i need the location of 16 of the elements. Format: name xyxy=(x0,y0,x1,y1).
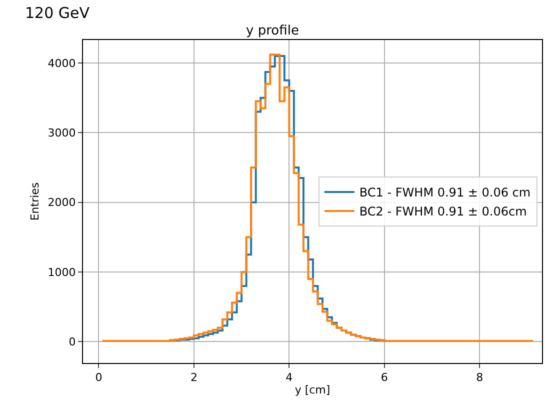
y-tick-label: 4000 xyxy=(48,56,76,70)
y-tick-label: 0 xyxy=(68,336,76,349)
x-tick-label: 8 xyxy=(476,371,484,384)
text: 120 GeV xyxy=(25,4,90,22)
y-axis-title: Entries xyxy=(28,182,42,221)
x-tick-label: 2 xyxy=(190,371,198,384)
x-tick-label: 0 xyxy=(95,371,102,384)
y-tick-label: 1000 xyxy=(48,266,76,279)
y-tick-label: 3000 xyxy=(48,126,76,140)
legend-label: BC1 - FWHM 0.91 ± 0.06 cm xyxy=(359,186,531,200)
legend-label: BC2 - FWHM 0.91 ± 0.06cm xyxy=(359,204,527,219)
x-tick-label: 4 xyxy=(286,371,293,384)
y-tick-label: 2000 xyxy=(48,196,76,210)
x-tick-label: 6 xyxy=(380,371,388,384)
chart-title: y profile xyxy=(246,23,299,38)
x-axis-title: y [cm] xyxy=(294,383,330,396)
